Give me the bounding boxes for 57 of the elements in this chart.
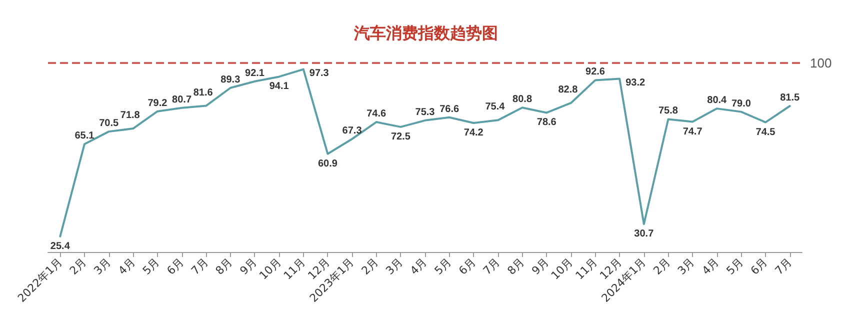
x-tick-label: 7月 <box>188 255 211 278</box>
data-label: 67.3 <box>342 126 362 137</box>
x-tick-label: 5月 <box>140 255 162 278</box>
data-label: 72.5 <box>390 131 411 142</box>
x-tick-label: 9月 <box>529 255 552 278</box>
x-tick-label: 9月 <box>237 255 260 278</box>
data-label: 75.8 <box>658 106 678 117</box>
data-label: 75.3 <box>415 106 436 118</box>
data-label: 82.8 <box>558 84 578 96</box>
data-label: 76.6 <box>440 104 460 115</box>
x-tick-label: 10月 <box>256 255 284 282</box>
chart-title: 汽车消费指数趋势图 <box>353 24 498 42</box>
ref-line-label: 100 <box>810 56 832 70</box>
x-tick-label: 8月 <box>504 255 527 278</box>
x-tick-label: 5月 <box>724 255 746 278</box>
data-label: 70.5 <box>99 118 119 130</box>
x-tick-label: 11月 <box>281 255 308 282</box>
data-label: 74.7 <box>682 126 703 138</box>
x-tick-label: 7月 <box>480 255 503 278</box>
data-label: 81.6 <box>193 87 214 98</box>
x-tick-label: 8月 <box>213 255 236 278</box>
data-label: 94.1 <box>269 81 290 92</box>
x-tick-label: 2月 <box>650 255 673 278</box>
data-label: 89.3 <box>220 74 241 86</box>
data-label: 81.5 <box>780 92 800 104</box>
x-tick-label: 4月 <box>116 255 138 278</box>
data-label: 78.6 <box>536 117 557 128</box>
x-tick-label: 4月 <box>408 255 430 278</box>
data-label: 80.4 <box>707 95 728 106</box>
data-label: 30.7 <box>634 228 654 240</box>
data-label: 93.2 <box>626 77 646 88</box>
x-tick-label: 6月 <box>456 255 478 278</box>
x-tick-label: 3月 <box>675 255 698 278</box>
data-label: 60.9 <box>318 158 338 170</box>
x-tick-label: 4月 <box>700 255 722 278</box>
data-label: 92.1 <box>245 68 265 79</box>
data-label: 25.4 <box>50 240 70 252</box>
data-label: 79.0 <box>731 98 752 110</box>
data-label: 97.3 <box>309 68 330 79</box>
x-tick-label: 3月 <box>91 255 114 278</box>
data-label: 75.4 <box>485 102 506 113</box>
x-tick-label: 6月 <box>748 255 770 278</box>
data-label: 80.7 <box>172 94 192 106</box>
data-label: 65.1 <box>74 130 95 142</box>
x-tick-label: 7月 <box>772 255 794 278</box>
data-label: 92.6 <box>586 66 606 78</box>
x-tick-label: 2月 <box>67 255 90 278</box>
data-label: 74.6 <box>366 108 387 120</box>
data-label: 74.2 <box>464 127 484 138</box>
data-label: 79.2 <box>148 98 168 109</box>
x-tick-label: 3月 <box>383 255 406 278</box>
data-label: 74.5 <box>756 126 776 138</box>
x-tick-label: 6月 <box>164 255 186 278</box>
data-label: 71.8 <box>120 110 140 122</box>
data-label: 80.8 <box>512 94 532 106</box>
x-tick-label: 5月 <box>432 255 454 278</box>
x-tick-label: 2月 <box>359 255 381 278</box>
